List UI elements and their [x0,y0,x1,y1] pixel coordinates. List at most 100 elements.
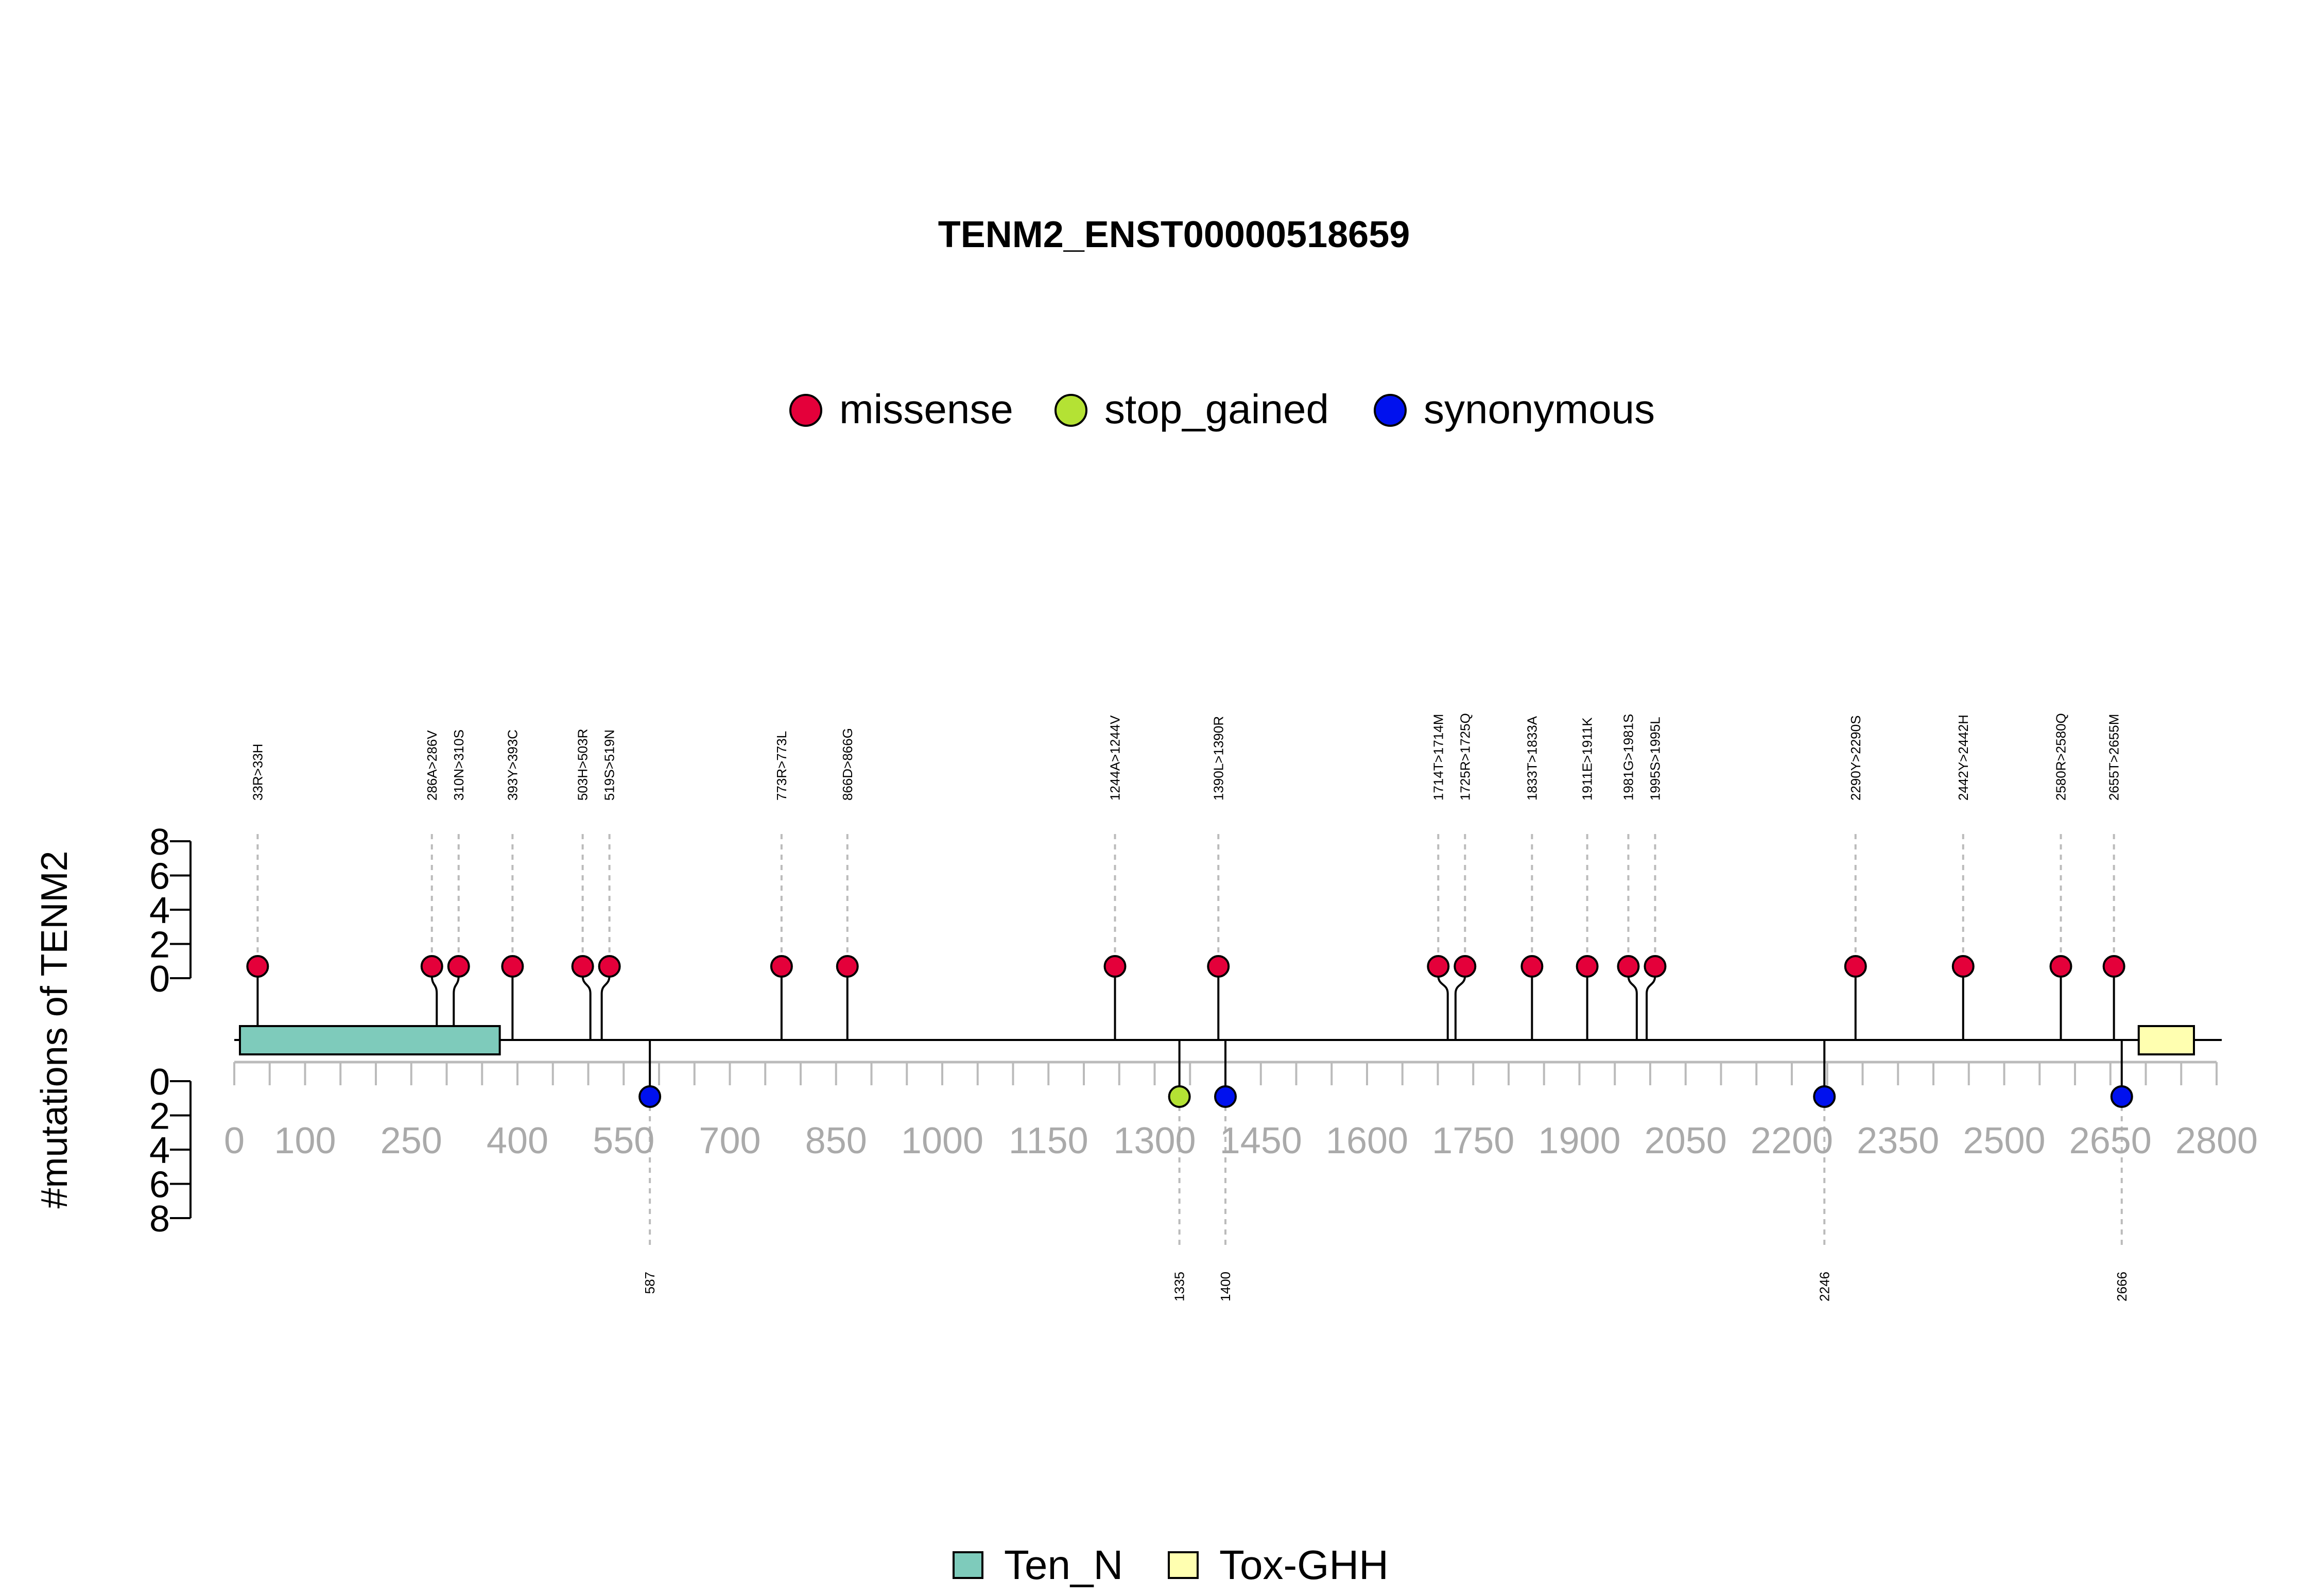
label-1911E>1911K: 1911E>1911K [1580,717,1595,801]
x-tick-label-700: 700 [699,1120,760,1161]
label-503H>503R: 503H>503R [575,729,591,801]
point-2246 [1813,1085,1836,1108]
x-tick-label-2200: 2200 [1751,1120,1833,1161]
label-2442Y>2442H: 2442Y>2442H [1956,715,1971,801]
domain-legend: Ten_N Tox-GHH [953,1542,1389,1588]
label-33R>33H: 33R>33H [250,743,265,801]
lower-y-tick-label-2: 2 [149,1096,170,1137]
legend-marker-stop_gained [1054,394,1087,427]
point-1714T>1714M [1427,955,1450,978]
label-1995S>1995L: 1995S>1995L [1648,717,1663,801]
x-tick-label-1750: 1750 [1432,1120,1514,1161]
upper-y-tick-label-0: 0 [149,959,170,1000]
point-1244A>1244V [1103,955,1127,978]
point-1833T>1833A [1520,955,1544,978]
label-773R>773L: 773R>773L [774,731,789,801]
point-310N>310S [447,955,470,978]
point-587 [638,1085,662,1108]
x-tick-label-1600: 1600 [1326,1120,1408,1161]
upper-y-tick-label-2: 2 [149,925,170,966]
point-519S>519N [598,955,621,978]
legend-marker-missense [789,394,822,427]
x-tick-label-850: 850 [805,1120,867,1161]
point-1911E>1911K [1576,955,1599,978]
upper-y-tick-label-6: 6 [149,856,170,897]
label-393Y>393C: 393Y>393C [505,730,520,801]
protein-domains [239,1025,2195,1055]
x-tick-label-2350: 2350 [1857,1120,1939,1161]
label-1335: 1335 [1172,1272,1187,1302]
point-1725R>1725Q [1454,955,1477,978]
label-1833T>1833A: 1833T>1833A [1524,716,1540,801]
domain-legend-swatch-Tox-GHH [1168,1551,1199,1579]
chart-title: TENM2_ENST00000518659 [938,214,1410,255]
label-2580R>2580Q: 2580R>2580Q [2053,713,2069,801]
point-2655T>2655M [2102,955,2125,978]
label-2655T>2655M: 2655T>2655M [2106,714,2122,801]
label-1714T>1714M: 1714T>1714M [1430,714,1446,801]
x-tick-label-100: 100 [274,1120,336,1161]
x-tick-label-1150: 1150 [1009,1120,1088,1161]
mutation-labels: 33R>33H 286A>286V 310N>310S 393Y>393C 503H>5… [250,713,2129,1302]
x-tick-label-1450: 1450 [1220,1120,1302,1161]
x-tick-label-2650: 2650 [2069,1120,2152,1161]
label-286A>286V: 286A>286V [424,730,440,801]
upper-y-tick-label-4: 4 [149,890,170,931]
x-tick-label-550: 550 [593,1120,654,1161]
point-1400 [1214,1085,1237,1108]
label-2246: 2246 [1817,1272,1832,1302]
lower-y-tick-label-6: 6 [149,1165,170,1206]
x-tick-label-250: 250 [381,1120,442,1161]
label-1244A>1244V: 1244A>1244V [1108,715,1123,801]
domain-Ten_N [239,1025,501,1055]
point-866D>866G [836,955,859,978]
x-tick-label-2800: 2800 [2175,1120,2258,1161]
legend-marker-synonymous [1374,394,1407,427]
point-2666 [2110,1085,2133,1108]
domain-Tox-GHH [2137,1025,2195,1055]
x-tick-label-0: 0 [224,1120,245,1161]
upper-y-tick-label-8: 8 [149,822,170,863]
x-tick-label-1300: 1300 [1113,1120,1196,1161]
mutation-points [246,955,2133,1108]
mutation-type-legend: missense stop_gained synonymous [789,386,1655,432]
domain-legend-swatch-Ten_N [953,1551,983,1579]
point-286A>286V [420,955,443,978]
label-2666: 2666 [2114,1272,2130,1302]
point-2290Y>2290S [1844,955,1867,978]
label-1400: 1400 [1218,1272,1233,1302]
point-2442Y>2442H [1951,955,1975,978]
legend-label-synonymous: synonymous [1424,386,1655,432]
point-1390L>1390R [1207,955,1230,978]
label-2290Y>2290S: 2290Y>2290S [1848,715,1863,801]
point-393Y>393C [501,955,524,978]
point-503H>503R [571,955,594,978]
point-1981G>1981S [1617,955,1640,978]
label-587: 587 [642,1272,658,1294]
x-tick-label-2050: 2050 [1645,1120,1727,1161]
point-33R>33H [246,955,269,978]
label-310N>310S: 310N>310S [451,730,466,801]
domain-legend-label-Tox-GHH: Tox-GHH [1219,1542,1389,1588]
label-1981G>1981S: 1981G>1981S [1621,714,1636,801]
guide-lines [256,834,2123,1246]
lower-y-tick-label-8: 8 [149,1199,170,1240]
lower-y-tick-label-0: 0 [149,1062,170,1103]
label-1390L>1390R: 1390L>1390R [1211,716,1226,801]
x-tick-label-400: 400 [487,1120,548,1161]
y-axis-label: #mutations of TENM2 [34,851,75,1209]
point-2580R>2580Q [2049,955,2072,978]
legend-label-missense: missense [839,386,1013,432]
lower-y-tick-label-4: 4 [149,1130,170,1171]
legend-label-stop_gained: stop_gained [1104,386,1329,432]
label-866D>866G: 866D>866G [840,728,855,801]
x-axis: 0 100 250 400 550 700 850 1000 1150 1300 1450 1600 1… [224,1061,2258,1161]
point-1995S>1995L [1644,955,1667,978]
x-tick-label-1000: 1000 [901,1120,983,1161]
label-519S>519N: 519S>519N [602,730,617,801]
domain-legend-label-Ten_N: Ten_N [1004,1542,1123,1588]
point-773R>773L [770,955,793,978]
label-1725R>1725Q: 1725R>1725Q [1457,713,1473,801]
